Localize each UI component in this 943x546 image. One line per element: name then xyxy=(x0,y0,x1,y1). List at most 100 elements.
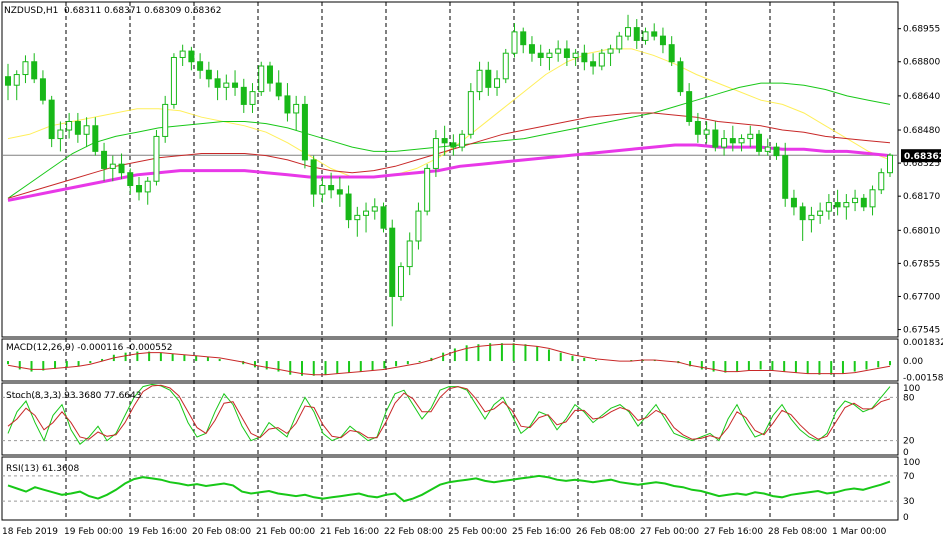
candle xyxy=(345,185,352,229)
candle-body xyxy=(607,48,614,54)
grid-layer xyxy=(1,1,899,521)
candle-body xyxy=(354,214,361,221)
candle-body xyxy=(860,197,867,208)
candle xyxy=(581,44,588,71)
candle xyxy=(537,44,544,67)
candle xyxy=(616,31,623,54)
moving-average-line xyxy=(7,82,891,199)
candle xyxy=(528,36,535,62)
macd-y-tick-label: 0.001832 xyxy=(903,338,943,348)
candle-body xyxy=(319,185,326,195)
candle xyxy=(232,70,239,96)
candle xyxy=(659,27,666,54)
candle xyxy=(467,83,474,139)
candle xyxy=(721,130,728,156)
candle-body xyxy=(13,74,20,86)
candle-body xyxy=(878,172,885,191)
moving-average-line xyxy=(7,48,891,178)
candle-body xyxy=(57,129,64,140)
candle-body xyxy=(590,61,597,67)
candle xyxy=(642,27,649,45)
rsi-y-tick-label: 30 xyxy=(903,497,915,507)
candle-body xyxy=(48,99,55,140)
stochastic-series-line xyxy=(7,383,891,445)
candle xyxy=(747,125,754,148)
candle xyxy=(450,134,457,156)
candle-body xyxy=(563,48,570,58)
candle-body xyxy=(852,197,859,204)
candle xyxy=(48,95,55,148)
candle xyxy=(144,176,151,205)
candle-body xyxy=(668,44,675,63)
candle xyxy=(5,63,11,101)
x-tick-label: 28 Feb 08:00 xyxy=(768,527,827,537)
candle-body xyxy=(284,95,291,114)
candle-body xyxy=(424,167,431,212)
candle xyxy=(799,202,806,241)
candle xyxy=(293,95,300,131)
candle-body xyxy=(127,172,134,187)
candle xyxy=(502,48,509,84)
candle-body xyxy=(310,159,317,195)
x-tick-label: 25 Feb 00:00 xyxy=(448,527,507,537)
candle-body xyxy=(5,76,11,86)
candle xyxy=(764,138,771,156)
candle-body xyxy=(179,50,186,58)
candle-body xyxy=(825,202,832,212)
candle-body xyxy=(240,86,247,105)
candle-body xyxy=(415,210,422,242)
x-tick-label: 27 Feb 16:00 xyxy=(704,527,763,537)
rsi-y-tick-label: 70 xyxy=(903,472,915,482)
candle-body xyxy=(520,31,527,46)
current-price-label: 0.68362 xyxy=(904,152,943,162)
candle-body xyxy=(843,202,850,208)
candle-body xyxy=(528,44,535,54)
candle xyxy=(668,36,675,67)
candle-body xyxy=(301,103,308,161)
candle xyxy=(494,70,501,96)
candle-body xyxy=(153,135,160,182)
candle xyxy=(39,70,46,105)
stochastic-y-tick-label: 80 xyxy=(903,393,915,403)
candle xyxy=(808,206,815,233)
candle xyxy=(625,14,632,41)
x-tick-label: 25 Feb 16:00 xyxy=(512,527,571,537)
candle xyxy=(860,194,867,212)
candle-body xyxy=(39,78,46,101)
candle-body xyxy=(834,202,841,208)
x-tick-label: 21 Feb 00:00 xyxy=(256,527,315,537)
candle-body xyxy=(205,69,212,80)
candle-body xyxy=(712,129,719,148)
x-tick-label: 18 Feb 2019 xyxy=(2,527,58,537)
candle-body xyxy=(537,52,544,58)
candle-body xyxy=(135,185,142,193)
candle xyxy=(686,83,693,126)
candle-body xyxy=(109,163,116,169)
candle xyxy=(424,164,431,216)
candle-body xyxy=(686,91,693,122)
stochastic-label: Stoch(8,3,3) 93.3680 77.6643 xyxy=(6,391,141,401)
rsi-panel xyxy=(2,474,898,503)
candle-body xyxy=(22,61,29,76)
candle xyxy=(651,23,658,41)
candle xyxy=(834,189,841,216)
candle-body xyxy=(799,206,806,221)
candle xyxy=(22,55,29,84)
current-price-tag xyxy=(901,149,941,163)
candle xyxy=(153,130,160,186)
candle-body xyxy=(651,31,658,37)
candle xyxy=(782,142,789,207)
candle-body xyxy=(546,52,553,58)
x-tick-label: 21 Feb 16:00 xyxy=(320,527,379,537)
macd-y-tick-label: 0.00 xyxy=(903,357,923,367)
candle xyxy=(563,40,570,67)
price-panel xyxy=(2,14,898,327)
y-tick-label: 0.68325 xyxy=(903,159,940,169)
candle xyxy=(31,53,38,84)
candle xyxy=(249,83,256,113)
rsi-series-line xyxy=(7,474,891,503)
candle xyxy=(240,78,247,113)
candle-body xyxy=(406,240,413,268)
y-tick-label: 0.68955 xyxy=(903,25,940,35)
candle-body xyxy=(144,180,151,193)
